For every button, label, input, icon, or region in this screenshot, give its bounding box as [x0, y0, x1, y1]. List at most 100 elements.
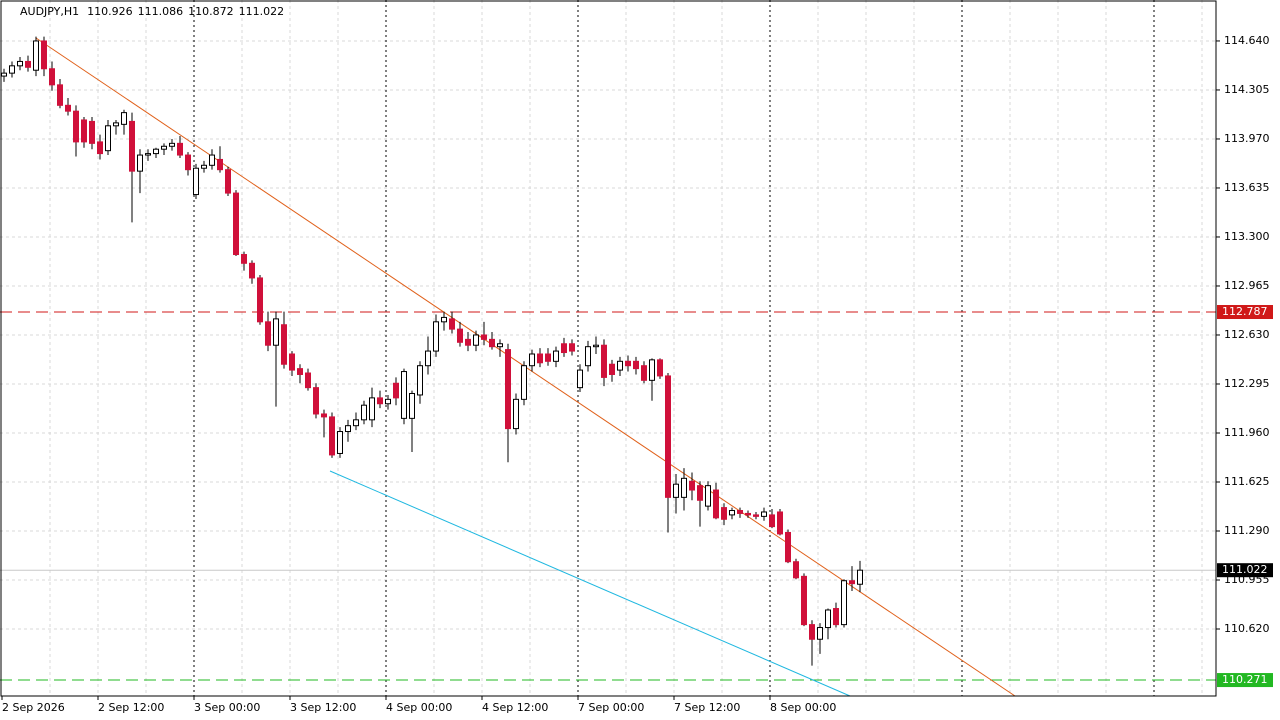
candle-body: [785, 531, 791, 563]
candle-body: [673, 483, 679, 498]
candle-body: [425, 350, 431, 367]
candle-body: [625, 360, 631, 367]
candle-body: [561, 343, 567, 354]
candle-body: [641, 365, 647, 381]
candle-body: [153, 148, 159, 155]
candle-body: [521, 365, 527, 400]
candle-body: [777, 511, 783, 535]
candle-body: [305, 372, 311, 389]
candle-body: [297, 368, 303, 375]
candle-body: [665, 375, 671, 498]
candle-body: [529, 353, 535, 367]
header-price: 111.086: [138, 5, 184, 18]
candle-body: [705, 485, 711, 507]
candle-body: [281, 324, 287, 365]
candle-body: [609, 363, 615, 375]
candle-body: [657, 359, 663, 377]
candle-body: [337, 431, 343, 454]
candle-body: [713, 489, 719, 519]
price-level-label: 112.787: [1222, 305, 1268, 318]
y-tick-label: 111.960: [1224, 426, 1270, 439]
candle-body: [809, 624, 815, 640]
candle-body: [801, 575, 807, 626]
candle-body: [393, 382, 399, 399]
candle-body: [849, 580, 855, 585]
candle-body: [249, 262, 255, 279]
y-tick-label: 114.305: [1224, 83, 1270, 96]
candle-body: [841, 580, 847, 626]
candles: [1, 36, 863, 666]
candle-body: [185, 154, 191, 171]
candle-body: [345, 425, 351, 433]
candle-body: [17, 60, 23, 67]
price-level-tag: [1217, 673, 1273, 688]
candle-body: [489, 338, 495, 348]
candle-body: [105, 125, 111, 152]
candle-body: [1, 72, 7, 77]
candle-body: [417, 365, 423, 396]
trendline-lower[interactable]: [329, 470, 851, 697]
y-tick-label: 114.640: [1224, 34, 1270, 47]
candle-body: [129, 120, 135, 172]
candle-body: [217, 158, 223, 171]
x-tick-label: 3 Sep 12:00: [290, 701, 356, 714]
candle-body: [817, 627, 823, 640]
candle-body: [377, 397, 383, 405]
axes: 114.640 114.305 113.970 113.635 113.300 112.9…: [1, 34, 1273, 714]
header-price: 110.926: [87, 5, 133, 18]
candle-body: [169, 142, 175, 147]
x-tick-label: 4 Sep 00:00: [386, 701, 452, 714]
candle-body: [769, 514, 775, 528]
y-tick-label: 113.970: [1224, 132, 1270, 145]
candle-body: [465, 338, 471, 346]
candle-body: [121, 112, 127, 125]
candle-body: [833, 608, 839, 626]
candle-body: [177, 142, 183, 156]
candle-body: [321, 413, 327, 418]
candle-body: [97, 141, 103, 155]
y-tick-label: 112.630: [1224, 328, 1270, 341]
y-tick-label: 113.300: [1224, 230, 1270, 243]
candle-body: [137, 154, 143, 172]
candle-body: [41, 40, 47, 70]
candle-body: [257, 277, 263, 323]
candle-body: [273, 318, 279, 346]
candle-body: [385, 398, 391, 405]
y-tick-label: 110.620: [1224, 622, 1270, 635]
x-tick-label: 3 Sep 00:00: [194, 701, 260, 714]
x-tick-label: 7 Sep 00:00: [578, 701, 644, 714]
plot-frame: [0, 0, 1217, 697]
candle-body: [241, 254, 247, 264]
candle-body: [681, 477, 687, 498]
candle-body: [401, 371, 407, 419]
candle-body: [57, 84, 63, 106]
candle-body: [513, 398, 519, 430]
y-tick-label: 113.635: [1224, 181, 1270, 194]
x-tick-label: 8 Sep 00:00: [770, 701, 836, 714]
candle-body: [65, 104, 71, 112]
candle-body: [537, 353, 543, 364]
candle-body: [545, 353, 551, 362]
candle-body: [161, 145, 167, 150]
candle-body: [577, 369, 583, 389]
candle-body: [209, 154, 215, 166]
candle-body: [753, 514, 759, 517]
candle-body: [593, 344, 599, 348]
candle-body: [497, 343, 503, 348]
y-tick-label: 111.625: [1224, 475, 1270, 488]
symbol: AUDJPY,H1: [20, 5, 79, 18]
candle-body: [113, 122, 119, 127]
candle-body: [369, 397, 375, 421]
candle-body: [353, 419, 359, 427]
candle-body: [409, 392, 415, 419]
candle-body: [481, 334, 487, 340]
x-tick-label: 7 Sep 12:00: [674, 701, 740, 714]
y-tick-label: 112.295: [1224, 377, 1270, 390]
x-tick-label: 4 Sep 12:00: [482, 701, 548, 714]
candle-body: [689, 480, 695, 491]
candle-body: [553, 350, 559, 362]
candle-body: [721, 507, 727, 520]
candle-body: [225, 169, 231, 194]
price-level-tag: [1217, 563, 1273, 578]
price-level-label: 111.022: [1222, 563, 1268, 576]
